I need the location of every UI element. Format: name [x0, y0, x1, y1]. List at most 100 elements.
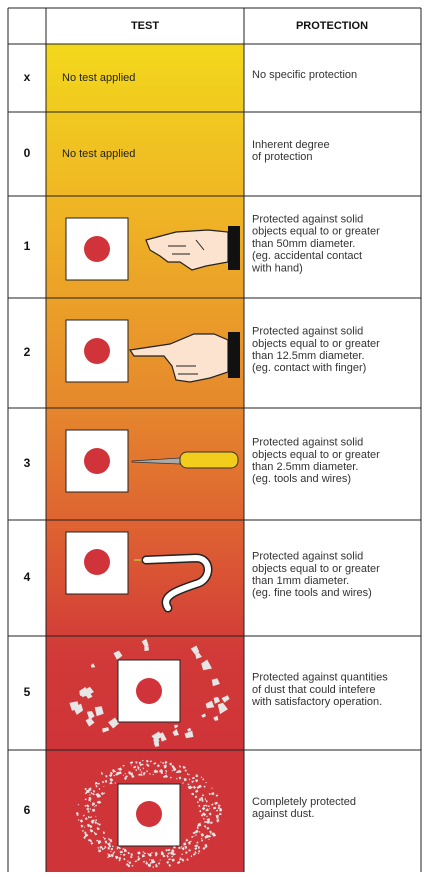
dust-particle	[122, 853, 126, 856]
dust-particle	[149, 760, 152, 763]
dust-particle	[208, 805, 210, 808]
dust-particle	[110, 854, 114, 858]
dust-particle	[202, 812, 205, 816]
protection-text: objects equal to or greater	[252, 338, 380, 350]
dust-particle	[99, 845, 103, 849]
protection-text: with hand)	[251, 262, 303, 274]
dust-particle	[166, 854, 169, 858]
dust-particle	[174, 724, 179, 729]
dust-particle	[168, 863, 172, 867]
dust-particle	[95, 815, 97, 817]
dust-particle	[165, 849, 168, 852]
dust-particle	[186, 773, 189, 775]
dust-particle	[212, 833, 217, 837]
dust-particle	[218, 812, 222, 816]
dust-particle	[107, 853, 109, 855]
dust-particle	[183, 842, 187, 846]
row-code: 3	[24, 456, 31, 470]
dust-particle	[104, 840, 108, 844]
dust-particle	[188, 840, 191, 843]
dust-particle	[211, 678, 220, 687]
dust-particle	[211, 787, 213, 789]
dust-particle	[85, 789, 88, 792]
dust-particle	[87, 823, 90, 828]
dust-particle	[122, 764, 125, 767]
row-code: x	[24, 70, 31, 84]
dust-particle	[88, 815, 90, 819]
dust-particle	[165, 772, 167, 774]
dust-particle	[151, 860, 155, 864]
dust-particle	[131, 775, 135, 778]
dust-particle	[88, 787, 92, 791]
dust-particle	[180, 846, 183, 848]
dust-particle	[133, 765, 137, 769]
dust-particle	[194, 844, 199, 848]
dust-particle	[137, 851, 141, 855]
dust-particle	[101, 781, 105, 784]
dust-particle	[152, 859, 154, 861]
dust-particle	[130, 853, 133, 856]
dust-particle	[135, 769, 137, 772]
dust-particle	[162, 762, 165, 764]
dust-particle	[111, 845, 114, 848]
dust-particle	[205, 808, 209, 812]
dust-particle	[160, 771, 163, 775]
dust-particle	[195, 829, 199, 834]
hand-illustration	[65, 217, 240, 281]
dust-particle	[200, 776, 203, 779]
dust-particle	[216, 809, 218, 812]
dust-particle	[146, 763, 149, 767]
dust-particle	[113, 650, 123, 660]
dust-particle	[167, 852, 170, 855]
dust-particle	[201, 659, 212, 671]
dust-particle	[91, 842, 94, 845]
dust-particle	[110, 850, 112, 853]
illustrations	[65, 217, 240, 868]
protection-text: No specific protection	[252, 69, 357, 81]
dust-particle	[196, 785, 200, 789]
protection-text: than 1mm diameter.	[252, 575, 349, 587]
dust-particle	[198, 831, 201, 833]
dust-particle	[153, 762, 157, 765]
dust-particle	[146, 770, 148, 773]
dust-particle	[84, 788, 87, 791]
dust-particle	[83, 826, 85, 828]
dust-particle	[79, 819, 84, 823]
dust-particle	[204, 835, 208, 839]
dust-particle	[181, 858, 185, 862]
dust-particle	[90, 792, 93, 795]
dust-particle	[201, 839, 203, 842]
dust-particle	[191, 780, 194, 783]
dust-particle	[168, 858, 171, 861]
dust-particle	[89, 794, 91, 796]
protection-text: of dust that could intefere	[252, 684, 376, 696]
dust-particle	[118, 846, 121, 850]
dust-particle	[171, 855, 174, 858]
dust-particle	[89, 824, 93, 829]
dust-particle	[97, 847, 99, 849]
dust-particle	[76, 813, 79, 816]
dust-particle	[96, 839, 99, 842]
dust-particle	[89, 808, 92, 810]
dust-particle	[181, 847, 185, 851]
table-rules	[7, 7, 422, 872]
dust-particle	[204, 844, 208, 848]
dust-particle	[164, 774, 168, 778]
dust-particle	[86, 710, 95, 720]
dust-particle	[77, 803, 80, 806]
dust-particle	[116, 848, 119, 850]
dust-particle	[148, 854, 151, 857]
dust-particle	[201, 806, 206, 811]
dust-particle	[188, 778, 191, 781]
protection-text: of protection	[252, 151, 313, 163]
dust-particle	[109, 838, 113, 843]
wire-illustration	[65, 531, 213, 613]
dust-particle	[96, 822, 99, 825]
dust-particle	[84, 831, 87, 835]
protection-text: objects equal to or greater	[252, 563, 380, 575]
dust-particle	[179, 765, 181, 767]
dust-particle	[172, 729, 179, 736]
object	[136, 801, 162, 827]
dust-particle	[192, 831, 196, 835]
row-code: 0	[24, 146, 31, 160]
